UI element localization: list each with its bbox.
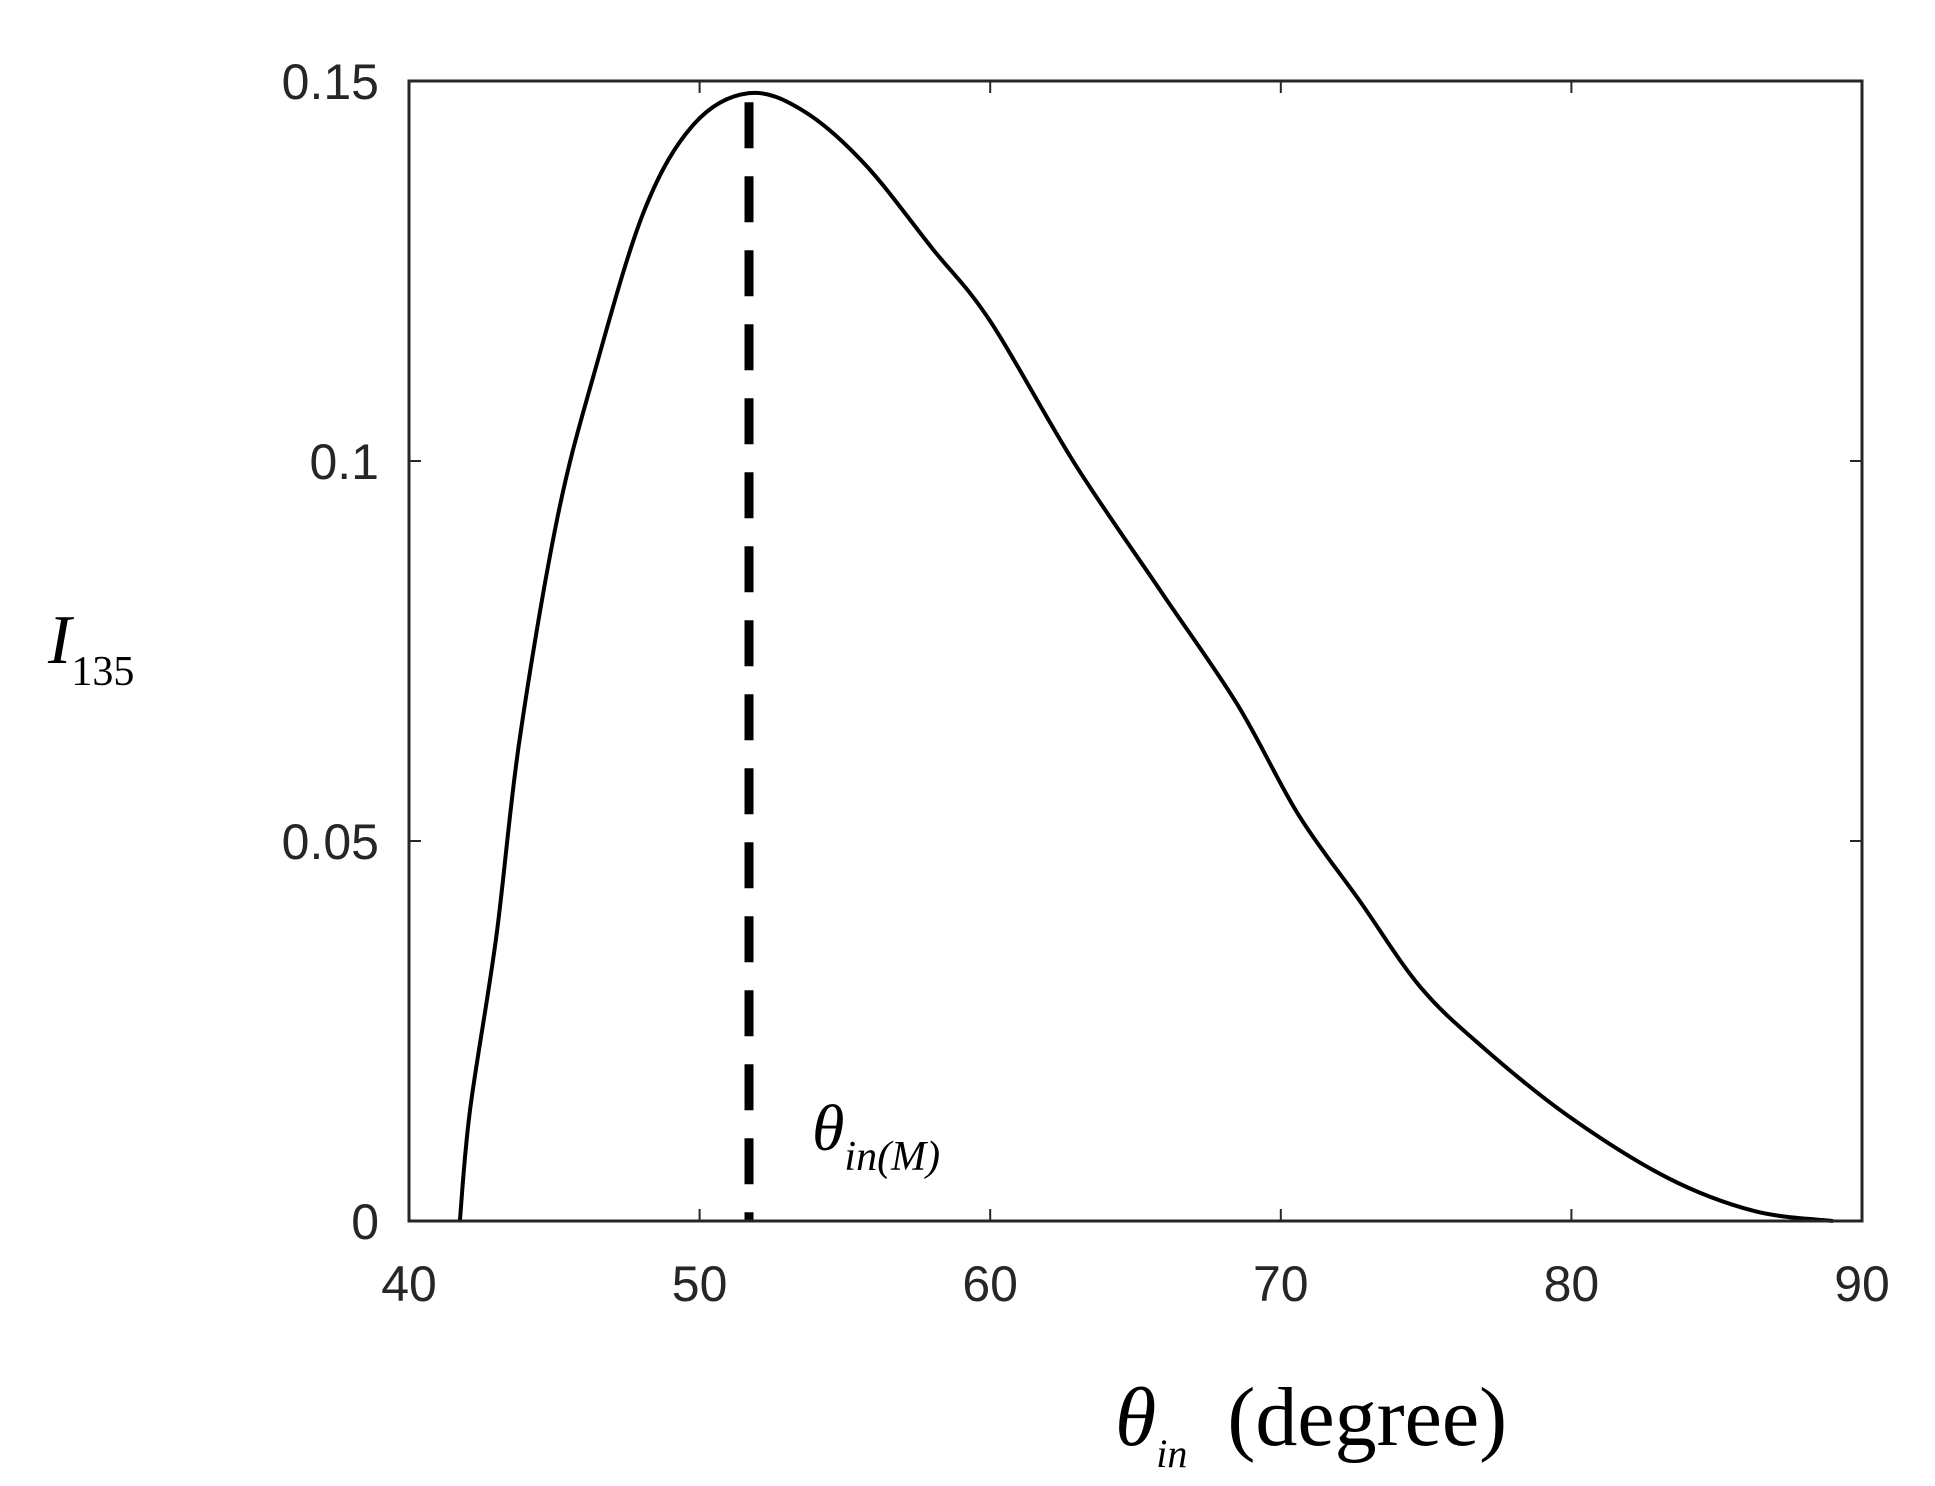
x-tick-label: 60: [962, 1256, 1018, 1312]
y-tick-label: 0: [351, 1194, 379, 1250]
x-tick-label: 90: [1834, 1256, 1890, 1312]
y-tick-label: 0.05: [282, 814, 379, 870]
x-axis-label: θin (degree): [1115, 1371, 1507, 1476]
x-tick-label: 70: [1253, 1256, 1309, 1312]
y-tick-label: 0.15: [282, 54, 379, 110]
y-tick-label: 0.1: [309, 434, 379, 490]
x-tick-label: 50: [672, 1256, 728, 1312]
y-axis-label: I135: [47, 602, 134, 695]
peak-annotation: θin(M): [812, 1092, 940, 1180]
data-line: [457, 90, 1834, 1223]
x-tick-label: 80: [1544, 1256, 1600, 1312]
plot-frame: [407, 79, 1864, 1223]
x-tick-label: 40: [381, 1256, 437, 1312]
